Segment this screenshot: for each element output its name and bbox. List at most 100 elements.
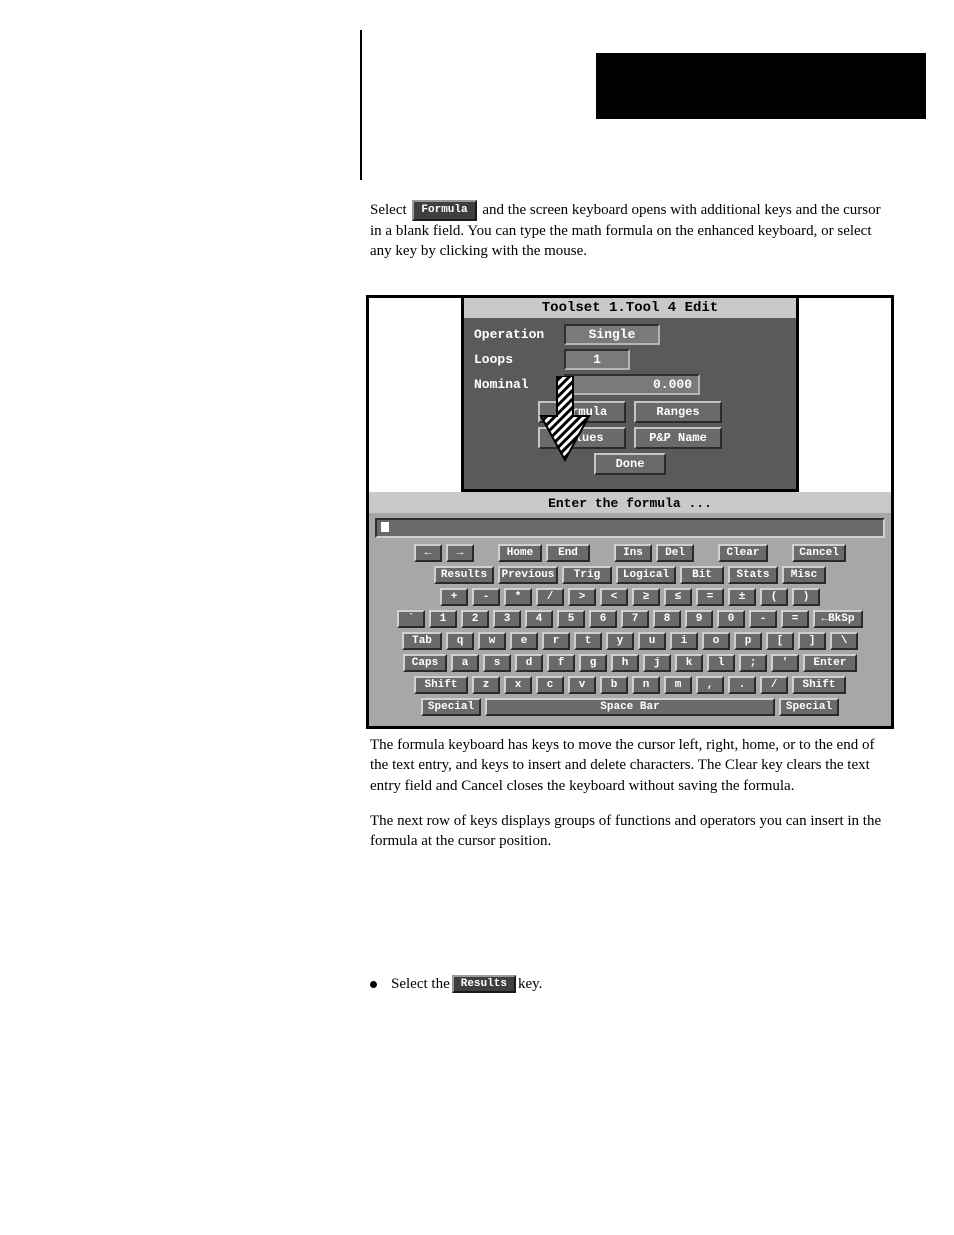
caps-key[interactable]: Caps — [403, 654, 447, 672]
clear-key[interactable]: Clear — [718, 544, 768, 562]
d-key[interactable]: d — [515, 654, 543, 672]
done-button[interactable]: Done — [594, 453, 666, 475]
div-key[interactable]: / — [536, 588, 564, 606]
pm-key[interactable]: ± — [728, 588, 756, 606]
key-row-categories: Results Previous Trig Logical Bit Stats … — [375, 566, 885, 584]
loops-value[interactable]: 1 — [564, 349, 630, 370]
e-key[interactable]: e — [510, 632, 538, 650]
previous-key[interactable]: Previous — [498, 566, 558, 584]
arrow-right-key[interactable]: → — [446, 544, 474, 562]
minus-key[interactable]: - — [472, 588, 500, 606]
lparen-key[interactable]: ( — [760, 588, 788, 606]
n2-key[interactable]: 2 — [461, 610, 489, 628]
nominal-value[interactable]: 0.000 — [564, 374, 700, 395]
u-key[interactable]: u — [638, 632, 666, 650]
arrow-left-key[interactable]: ← — [414, 544, 442, 562]
spacebar-key[interactable]: Space Bar — [485, 698, 775, 716]
dash-key[interactable]: - — [749, 610, 777, 628]
results-key[interactable]: Results — [434, 566, 494, 584]
apostrophe-key[interactable]: ' — [771, 654, 799, 672]
n-key[interactable]: n — [632, 676, 660, 694]
n1-key[interactable]: 1 — [429, 610, 457, 628]
a-key[interactable]: a — [451, 654, 479, 672]
backspace-key[interactable]: ←BkSp — [813, 610, 863, 628]
trig-key[interactable]: Trig — [562, 566, 612, 584]
i-key[interactable]: i — [670, 632, 698, 650]
comma-key[interactable]: , — [696, 676, 724, 694]
ranges-button[interactable]: Ranges — [634, 401, 722, 423]
stats-key[interactable]: Stats — [728, 566, 778, 584]
n9-key[interactable]: 9 — [685, 610, 713, 628]
n5-key[interactable]: 5 — [557, 610, 585, 628]
eq-key[interactable]: = — [696, 588, 724, 606]
intro-text-before: Select — [370, 202, 410, 218]
s-key[interactable]: s — [483, 654, 511, 672]
formula-keyboard-panel: ← → Home End Ins Del Clear Cancel Result… — [369, 513, 891, 726]
key-row-space: Special Space Bar Special — [375, 698, 885, 716]
lbracket-key[interactable]: [ — [766, 632, 794, 650]
rspecial-key[interactable]: Special — [779, 698, 839, 716]
q-key[interactable]: q — [446, 632, 474, 650]
operation-value[interactable]: Single — [564, 324, 660, 345]
y-key[interactable]: y — [606, 632, 634, 650]
del-key[interactable]: Del — [656, 544, 694, 562]
mult-key[interactable]: * — [504, 588, 532, 606]
o-key[interactable]: o — [702, 632, 730, 650]
n7-key[interactable]: 7 — [621, 610, 649, 628]
misc-key[interactable]: Misc — [782, 566, 826, 584]
bullet-step: Select the Results key. — [370, 975, 890, 993]
k-key[interactable]: k — [675, 654, 703, 672]
b-key[interactable]: b — [600, 676, 628, 694]
n8-key[interactable]: 8 — [653, 610, 681, 628]
v-key[interactable]: v — [568, 676, 596, 694]
formula-button[interactable]: Formula — [538, 401, 626, 423]
backtick-key[interactable]: ` — [397, 610, 425, 628]
plus-key[interactable]: + — [440, 588, 468, 606]
z-key[interactable]: z — [472, 676, 500, 694]
key-row-qwerty-z: Shift z x c v b n m , . / Shift — [375, 676, 885, 694]
c-key[interactable]: c — [536, 676, 564, 694]
l-key[interactable]: l — [707, 654, 735, 672]
lte-key[interactable]: ≤ — [664, 588, 692, 606]
semicolon-key[interactable]: ; — [739, 654, 767, 672]
rshift-key[interactable]: Shift — [792, 676, 846, 694]
j-key[interactable]: j — [643, 654, 671, 672]
w-key[interactable]: w — [478, 632, 506, 650]
h-key[interactable]: h — [611, 654, 639, 672]
t-key[interactable]: t — [574, 632, 602, 650]
backslash-key[interactable]: \ — [830, 632, 858, 650]
bit-key[interactable]: Bit — [680, 566, 724, 584]
n6-key[interactable]: 6 — [589, 610, 617, 628]
formula-input[interactable] — [375, 518, 885, 538]
r-key[interactable]: r — [542, 632, 570, 650]
values-button[interactable]: Values — [538, 427, 626, 449]
ins-key[interactable]: Ins — [614, 544, 652, 562]
lspecial-key[interactable]: Special — [421, 698, 481, 716]
rbracket-key[interactable]: ] — [798, 632, 826, 650]
cancel-key[interactable]: Cancel — [792, 544, 846, 562]
n3-key[interactable]: 3 — [493, 610, 521, 628]
n0-key[interactable]: 0 — [717, 610, 745, 628]
rparen-key[interactable]: ) — [792, 588, 820, 606]
gte-key[interactable]: ≥ — [632, 588, 660, 606]
m-key[interactable]: m — [664, 676, 692, 694]
gt-key[interactable]: > — [568, 588, 596, 606]
dialog-titlebar: Toolset 1.Tool 4 Edit — [464, 298, 796, 318]
slash-key[interactable]: / — [760, 676, 788, 694]
g-key[interactable]: g — [579, 654, 607, 672]
end-key[interactable]: End — [546, 544, 590, 562]
p-key[interactable]: p — [734, 632, 762, 650]
x-key[interactable]: x — [504, 676, 532, 694]
lshift-key[interactable]: Shift — [414, 676, 468, 694]
ppname-button[interactable]: P&P Name — [634, 427, 722, 449]
tab-key[interactable]: Tab — [402, 632, 442, 650]
equals-key[interactable]: = — [781, 610, 809, 628]
header-black-box — [596, 53, 926, 119]
home-key[interactable]: Home — [498, 544, 542, 562]
f-key[interactable]: f — [547, 654, 575, 672]
lt-key[interactable]: < — [600, 588, 628, 606]
logical-key[interactable]: Logical — [616, 566, 676, 584]
n4-key[interactable]: 4 — [525, 610, 553, 628]
enter-key[interactable]: Enter — [803, 654, 857, 672]
period-key[interactable]: . — [728, 676, 756, 694]
